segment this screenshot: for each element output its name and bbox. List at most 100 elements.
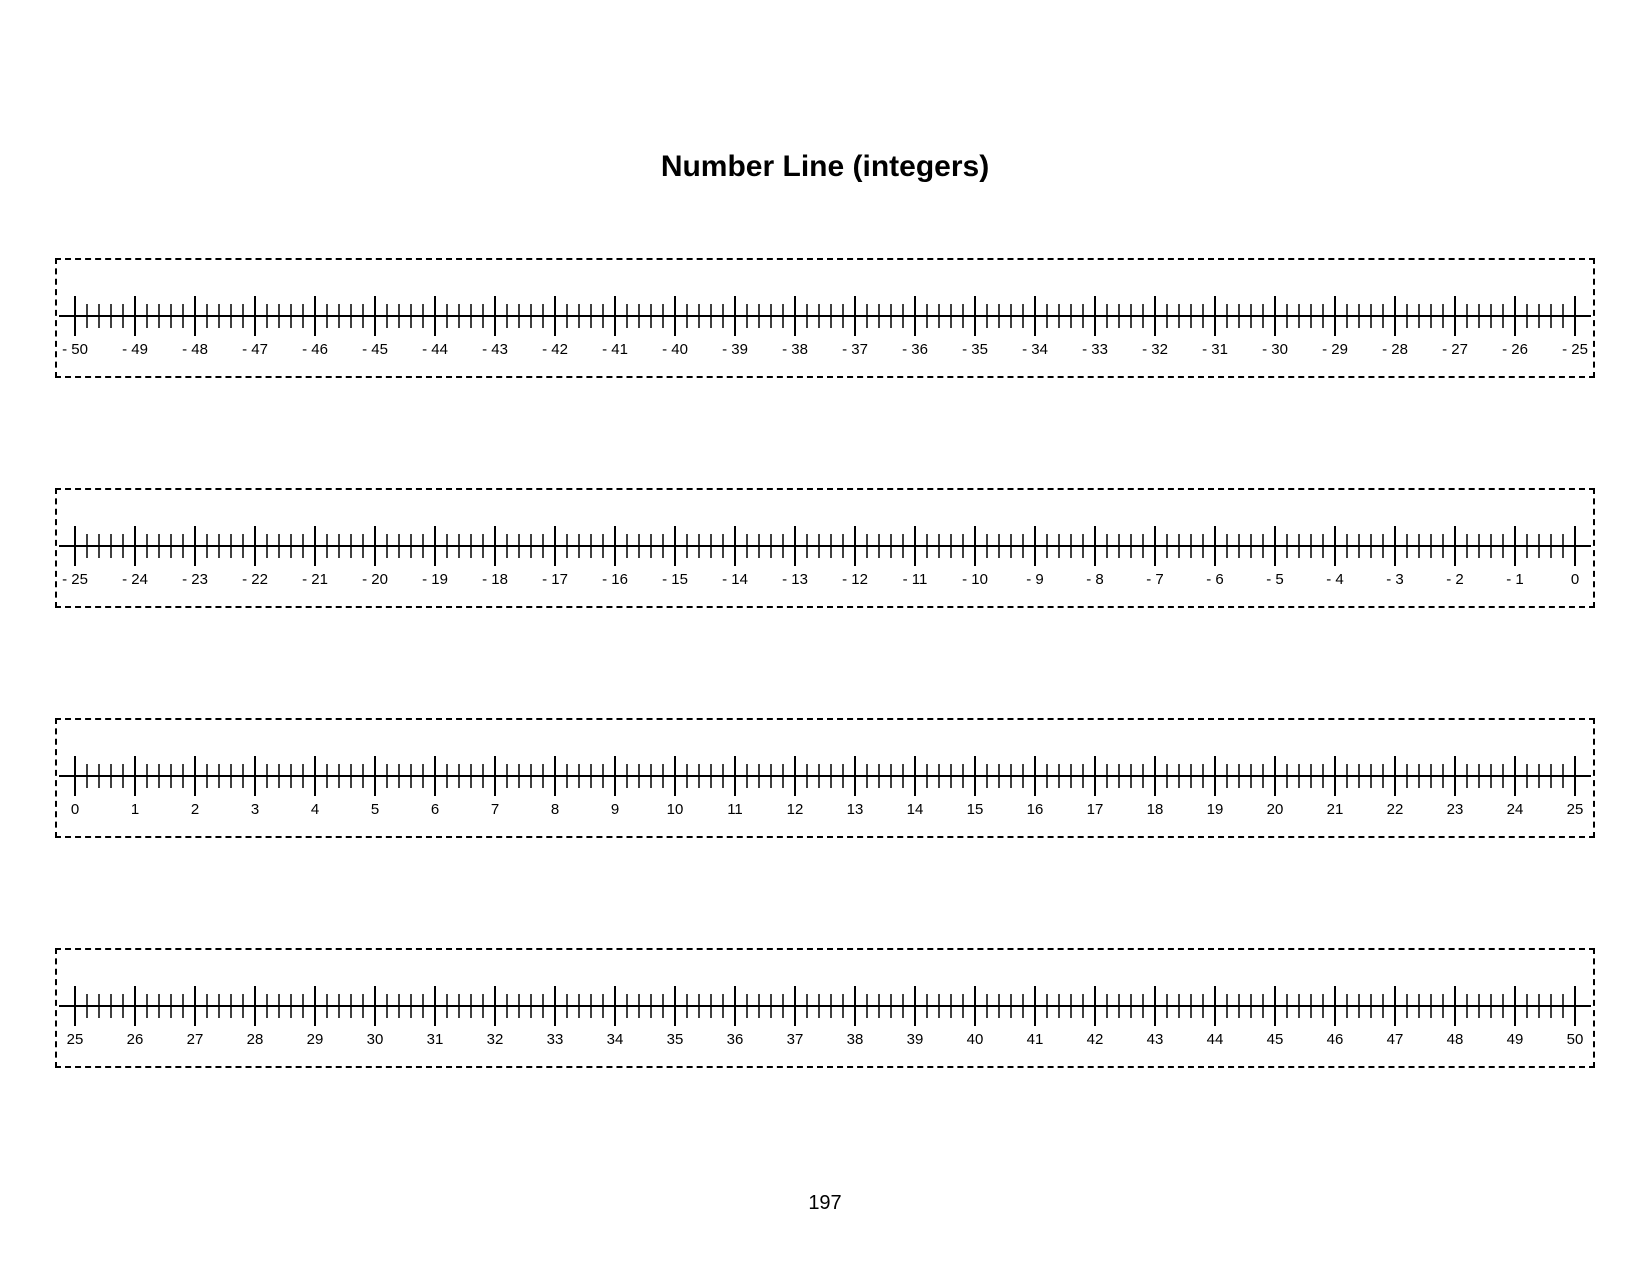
tick-label: - 25 [62, 571, 88, 588]
tick-label: 48 [1447, 1031, 1464, 1048]
tick-label: - 8 [1086, 571, 1104, 588]
tick-label: 12 [787, 801, 804, 818]
tick-label: 24 [1507, 801, 1524, 818]
tick-label: - 32 [1142, 341, 1168, 358]
tick-label: 30 [367, 1031, 384, 1048]
tick-label: - 21 [302, 571, 328, 588]
tick-label: - 47 [242, 341, 268, 358]
tick-label: - 2 [1446, 571, 1464, 588]
tick-label: 2 [191, 801, 199, 818]
tick-label: 10 [667, 801, 684, 818]
tick-label: 29 [307, 1031, 324, 1048]
tick-label: 15 [967, 801, 984, 818]
tick-label: - 43 [482, 341, 508, 358]
tick-label: 49 [1507, 1031, 1524, 1048]
tick-label: - 34 [1022, 341, 1048, 358]
tick-label: - 6 [1206, 571, 1224, 588]
tick-label: - 30 [1262, 341, 1288, 358]
tick-label: 11 [727, 801, 743, 818]
tick-label: - 23 [182, 571, 208, 588]
tick-label: - 39 [722, 341, 748, 358]
tick-label: 25 [67, 1031, 84, 1048]
tick-label: - 20 [362, 571, 388, 588]
tick-label: - 31 [1202, 341, 1228, 358]
tick-label: 37 [787, 1031, 804, 1048]
tick-label: - 24 [122, 571, 148, 588]
tick-label: 4 [311, 801, 319, 818]
tick-label: 44 [1207, 1031, 1224, 1048]
tick-label: 43 [1147, 1031, 1164, 1048]
tick-label: 3 [251, 801, 259, 818]
tick-label: - 5 [1266, 571, 1284, 588]
tick-label: 39 [907, 1031, 924, 1048]
number-line-strip: 2526272829303132333435363738394041424344… [55, 948, 1595, 1068]
number-line-svg: 2526272829303132333435363738394041424344… [57, 950, 1593, 1066]
tick-label: - 16 [602, 571, 628, 588]
tick-label: 46 [1327, 1031, 1344, 1048]
tick-label: - 7 [1146, 571, 1164, 588]
tick-label: 40 [967, 1031, 984, 1048]
tick-label: - 41 [602, 341, 628, 358]
number-line-svg: 0123456789101112131415161718192021222324… [57, 720, 1593, 836]
tick-label: 0 [71, 801, 79, 818]
tick-label: 38 [847, 1031, 864, 1048]
tick-label: 14 [907, 801, 924, 818]
tick-label: 19 [1207, 801, 1224, 818]
tick-label: - 22 [242, 571, 268, 588]
tick-label: 20 [1267, 801, 1284, 818]
tick-label: 13 [847, 801, 864, 818]
tick-label: - 10 [962, 571, 988, 588]
tick-label: 31 [427, 1031, 444, 1048]
tick-label: 7 [491, 801, 499, 818]
tick-label: - 46 [302, 341, 328, 358]
tick-label: - 4 [1326, 571, 1344, 588]
tick-label: - 9 [1026, 571, 1044, 588]
tick-label: - 45 [362, 341, 388, 358]
tick-label: 8 [551, 801, 559, 818]
tick-label: - 38 [782, 341, 808, 358]
tick-label: 18 [1147, 801, 1164, 818]
tick-label: 47 [1387, 1031, 1404, 1048]
number-line-strip: - 50- 49- 48- 47- 46- 45- 44- 43- 42- 41… [55, 258, 1595, 378]
tick-label: - 49 [122, 341, 148, 358]
tick-label: 28 [247, 1031, 264, 1048]
tick-label: 41 [1027, 1031, 1044, 1048]
tick-label: 45 [1267, 1031, 1284, 1048]
tick-label: 9 [611, 801, 619, 818]
tick-label: 5 [371, 801, 379, 818]
tick-label: 42 [1087, 1031, 1104, 1048]
number-line-strip: - 25- 24- 23- 22- 21- 20- 19- 18- 17- 16… [55, 488, 1595, 608]
tick-label: - 17 [542, 571, 568, 588]
tick-label: - 1 [1506, 571, 1524, 588]
tick-label: - 35 [962, 341, 988, 358]
tick-label: - 36 [902, 341, 928, 358]
tick-label: - 29 [1322, 341, 1348, 358]
tick-label: 22 [1387, 801, 1404, 818]
number-line-svg: - 25- 24- 23- 22- 21- 20- 19- 18- 17- 16… [57, 490, 1593, 606]
tick-label: 23 [1447, 801, 1464, 818]
page: Number Line (integers) - 50- 49- 48- 47-… [0, 0, 1650, 1275]
tick-label: - 27 [1442, 341, 1468, 358]
tick-label: 6 [431, 801, 439, 818]
tick-label: - 44 [422, 341, 448, 358]
page-title: Number Line (integers) [0, 150, 1650, 184]
tick-label: - 28 [1382, 341, 1408, 358]
tick-label: - 37 [842, 341, 868, 358]
tick-label: 26 [127, 1031, 144, 1048]
tick-label: 33 [547, 1031, 564, 1048]
tick-label: - 48 [182, 341, 208, 358]
tick-label: 17 [1087, 801, 1104, 818]
tick-label: - 3 [1386, 571, 1404, 588]
tick-label: 50 [1567, 1031, 1584, 1048]
number-line-svg: - 50- 49- 48- 47- 46- 45- 44- 43- 42- 41… [57, 260, 1593, 376]
tick-label: 36 [727, 1031, 744, 1048]
page-number: 197 [0, 1192, 1650, 1215]
tick-label: - 25 [1562, 341, 1588, 358]
tick-label: - 42 [542, 341, 568, 358]
tick-label: - 13 [782, 571, 808, 588]
tick-label: 27 [187, 1031, 204, 1048]
tick-label: - 40 [662, 341, 688, 358]
tick-label: 21 [1327, 801, 1344, 818]
tick-label: - 12 [842, 571, 868, 588]
tick-label: 35 [667, 1031, 684, 1048]
